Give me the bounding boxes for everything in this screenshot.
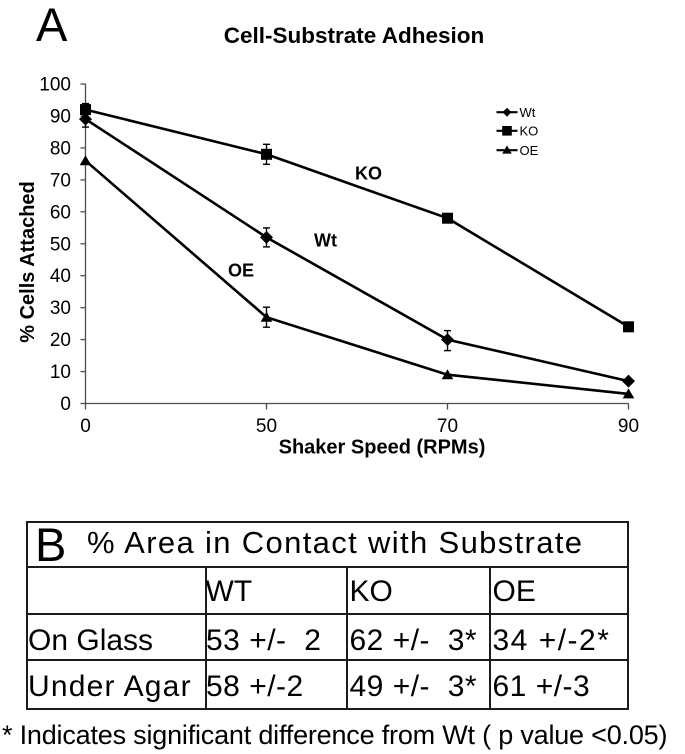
svg-text:50: 50 (256, 416, 277, 437)
svg-text:90: 90 (618, 416, 639, 437)
svg-text:% Cells Attached: % Cells Attached (17, 181, 39, 343)
svg-text:A: A (36, 0, 68, 51)
svg-text:20: 20 (50, 330, 71, 351)
svg-text:KO: KO (355, 164, 382, 184)
svg-text:50: 50 (50, 234, 71, 255)
svg-text:0: 0 (60, 394, 71, 415)
svg-text:60: 60 (50, 202, 71, 223)
svg-text:80: 80 (50, 138, 71, 159)
svg-text:70: 70 (50, 170, 71, 191)
svg-text:10: 10 (50, 362, 71, 383)
svg-text:OE: OE (228, 261, 254, 281)
svg-text:KO: KO (520, 124, 539, 139)
svg-text:Cell-Substrate Adhesion: Cell-Substrate Adhesion (224, 23, 484, 48)
svg-text:Wt: Wt (314, 231, 337, 251)
svg-text:40: 40 (50, 266, 71, 287)
svg-text:90: 90 (50, 107, 71, 128)
svg-text:0: 0 (80, 416, 91, 437)
svg-text:70: 70 (437, 416, 458, 437)
svg-text:Shaker Speed (RPMs): Shaker Speed (RPMs) (279, 437, 486, 459)
svg-text:100: 100 (39, 75, 71, 96)
svg-text:OE: OE (520, 143, 539, 158)
svg-text:30: 30 (50, 298, 71, 319)
svg-text:Wt: Wt (520, 105, 536, 120)
